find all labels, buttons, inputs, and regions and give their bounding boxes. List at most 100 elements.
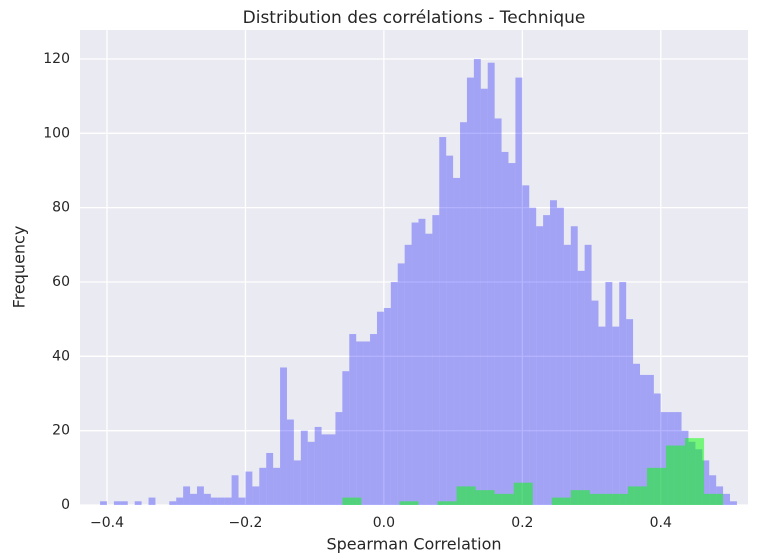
histogram-bar: [543, 215, 551, 505]
x-tick-label: 0.4: [650, 515, 672, 531]
plot-area: [80, 30, 748, 505]
histogram-bar: [399, 501, 419, 505]
histogram-bar: [113, 501, 121, 505]
histogram-bar: [231, 475, 239, 505]
histogram-bar: [411, 222, 419, 505]
histogram-bar: [466, 77, 474, 505]
y-tick-label: 80: [52, 200, 70, 216]
y-tick-label: 100: [43, 125, 70, 141]
y-tick-label: 20: [52, 423, 70, 439]
histogram-bar: [460, 122, 467, 506]
histogram-bar: [134, 501, 142, 505]
histogram-bar: [480, 88, 488, 505]
histogram-bar: [475, 490, 495, 505]
histogram-bar: [432, 215, 440, 505]
histogram-bar: [551, 497, 571, 505]
histogram-bar: [169, 501, 177, 505]
x-tick-label: −0.2: [228, 515, 262, 531]
histogram-bar: [437, 501, 457, 505]
histogram-bar: [314, 426, 322, 505]
histogram-bar: [646, 374, 654, 505]
histogram-bar: [397, 263, 405, 505]
histogram-bar: [653, 393, 661, 505]
histogram-bar: [550, 200, 557, 505]
histogram-bar: [342, 371, 350, 505]
histogram-bar: [120, 501, 128, 505]
histogram-bar: [300, 430, 308, 505]
histogram-bar: [252, 486, 260, 505]
histogram-bar: [589, 493, 609, 505]
histogram-bar: [709, 475, 717, 505]
histogram-bar: [723, 493, 731, 505]
y-tick-label: 120: [43, 51, 70, 67]
histogram-bar: [342, 497, 362, 505]
histogram-bar: [425, 233, 433, 506]
histogram-bar: [702, 460, 710, 505]
histogram-bar: [286, 419, 294, 505]
histogram-series: [100, 58, 737, 506]
histogram-bar: [536, 226, 544, 505]
histogram-bar: [627, 486, 647, 505]
histogram-bar: [508, 163, 516, 506]
y-tick-label: 40: [52, 348, 70, 364]
histogram-bar: [646, 467, 666, 505]
x-tick-label: −0.4: [90, 515, 124, 531]
histogram-bar: [383, 308, 391, 505]
histogram-bar: [238, 497, 246, 505]
histogram-bar: [487, 62, 495, 505]
histogram-bar: [665, 445, 686, 505]
histogram-bar: [176, 497, 184, 505]
histogram-bar: [376, 311, 384, 505]
histogram-bar: [245, 471, 253, 505]
histogram-bar: [515, 77, 523, 505]
histogram-bar: [390, 281, 398, 505]
histogram-bar: [100, 501, 107, 505]
histogram-bar: [196, 486, 204, 505]
histogram-bar: [640, 374, 647, 505]
histogram-bar: [280, 367, 287, 505]
histogram-bar: [356, 341, 364, 505]
histogram-bar: [704, 493, 724, 505]
histogram-bar: [456, 486, 476, 505]
histogram-bar: [307, 441, 315, 505]
histogram-bar: [446, 155, 454, 505]
x-tick-label: 0.2: [511, 515, 533, 531]
histogram-bar: [203, 493, 211, 505]
histogram-bar: [148, 497, 156, 505]
histogram-bar: [335, 412, 343, 505]
histogram-bar: [190, 493, 197, 505]
histogram-bar: [349, 334, 357, 505]
histogram-bar: [224, 497, 232, 505]
histogram-bar: [529, 207, 537, 505]
histogram-bar: [210, 497, 218, 505]
histogram-bar: [404, 244, 412, 505]
histogram-bar: [501, 151, 509, 505]
histogram-bar: [570, 226, 578, 505]
y-tick-label: 0: [61, 497, 70, 513]
histogram-bar: [266, 452, 274, 505]
x-tick-label: 0.0: [373, 515, 395, 531]
histogram-bar: [494, 493, 514, 505]
histogram-bar: [612, 326, 620, 505]
histogram-bar: [633, 363, 641, 505]
histogram-bar: [293, 460, 301, 505]
histogram-bar: [439, 137, 447, 506]
histogram-bar: [473, 58, 481, 506]
histogram-bar: [730, 501, 737, 505]
histogram-series: [342, 438, 724, 505]
histogram-bar: [584, 244, 592, 505]
histogram-bar: [328, 434, 336, 505]
histogram-bar: [563, 244, 571, 505]
histogram-bar: [183, 486, 191, 505]
histogram-bar: [626, 319, 634, 505]
histogram-bar: [494, 118, 502, 505]
histogram-bar: [591, 300, 599, 505]
histogram-bar: [570, 490, 590, 505]
histogram-bar: [217, 497, 225, 505]
histogram-bar: [685, 438, 705, 505]
x-axis-label: Spearman Correlation: [326, 535, 501, 554]
histogram-bar: [577, 270, 585, 505]
y-tick-label: 60: [52, 274, 70, 290]
histogram-bar: [660, 412, 668, 505]
histogram-bar: [513, 482, 533, 505]
